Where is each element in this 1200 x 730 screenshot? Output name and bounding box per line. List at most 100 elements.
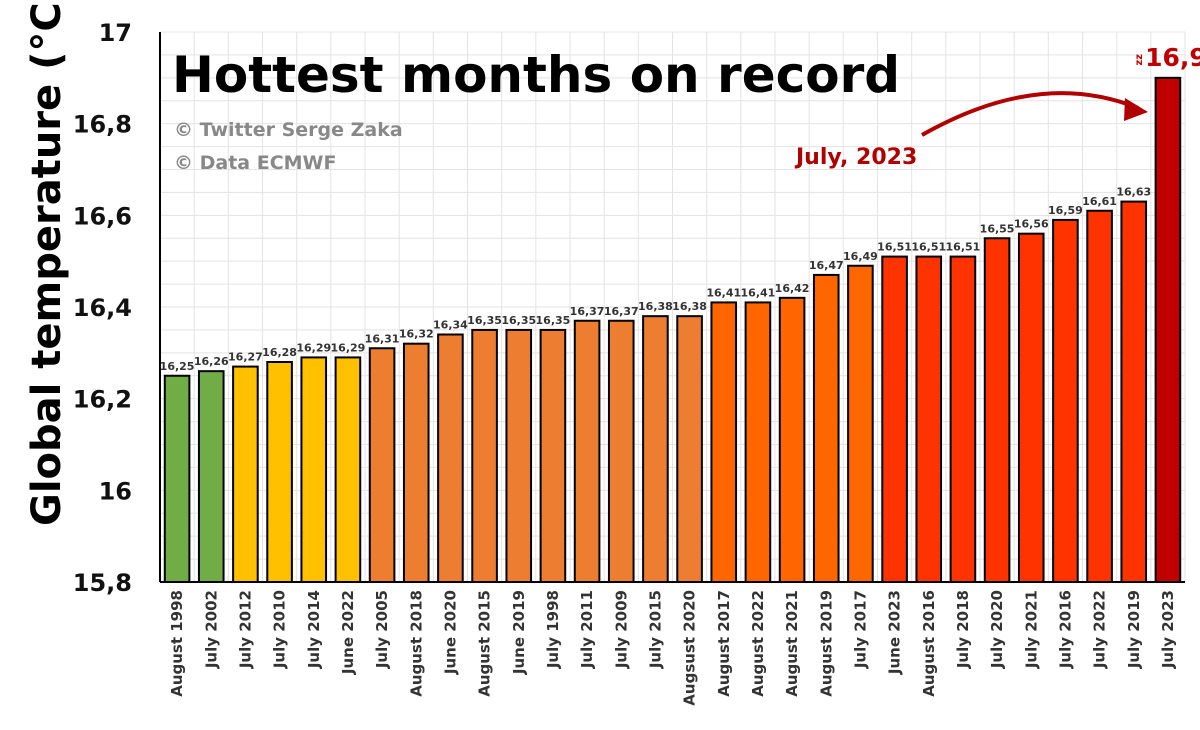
- x-tick-label: August 2022: [749, 590, 767, 697]
- credit-twitter: © Twitter Serge Zaka: [174, 119, 403, 141]
- bar: [1017, 232, 1045, 584]
- x-tick-label: August 2019: [817, 590, 835, 697]
- bars: [163, 76, 1182, 584]
- bar: [402, 342, 430, 583]
- x-tick-label: July 2020: [988, 590, 1006, 669]
- bar: [539, 328, 567, 583]
- data-label: 16,41: [741, 286, 776, 299]
- y-tick-label: 16,4: [73, 294, 132, 322]
- data-label: 16,63: [1116, 186, 1151, 199]
- data-label: 16,51: [911, 241, 946, 254]
- x-tick-label: July 2005: [373, 590, 391, 669]
- x-tick-label: July 1998: [544, 590, 562, 669]
- data-label: 16,31: [365, 332, 400, 345]
- bar: [1154, 76, 1182, 583]
- bar: [1052, 218, 1079, 584]
- data-label: 16,28: [262, 346, 297, 359]
- chart-title: Hottest months on record: [172, 46, 900, 104]
- y-tick-label: 17: [99, 19, 132, 47]
- data-label: 16,35: [501, 314, 536, 327]
- x-tick-label: July 2014: [305, 590, 323, 669]
- y-axis-label: Global temperature (°C): [24, 0, 70, 526]
- data-label: 16,51: [946, 241, 981, 254]
- x-tick-label: July 2019: [1125, 590, 1143, 669]
- data-label: 16,34: [433, 319, 468, 332]
- x-tick-label: July 2015: [646, 590, 664, 669]
- data-label: 16,47: [809, 259, 844, 272]
- data-label: 16,25: [160, 360, 195, 373]
- grid: [159, 31, 1186, 583]
- data-label: 16,37: [570, 305, 605, 318]
- data-label: 16,41: [706, 286, 741, 299]
- x-tick-label: July 2023: [1159, 590, 1177, 669]
- bar: [915, 255, 943, 583]
- x-tick-label: August 2021: [783, 590, 801, 697]
- data-label: 16,27: [228, 351, 263, 364]
- y-tick-label: 16,2: [73, 386, 132, 414]
- bar: [983, 237, 1011, 583]
- bar: [744, 301, 772, 583]
- data-label: 16,29: [296, 341, 331, 354]
- x-tick-label: July 2021: [1022, 590, 1040, 669]
- x-tick-label: June 2022: [339, 590, 357, 675]
- x-tick-label: August 2015: [476, 590, 494, 697]
- data-label: 16,38: [638, 300, 673, 313]
- bar: [334, 356, 362, 583]
- bar: [505, 328, 533, 583]
- data-label: 16,38: [672, 300, 707, 313]
- bar: [300, 356, 328, 583]
- x-tick-label: August 1998: [168, 590, 186, 697]
- bar: [710, 301, 738, 583]
- credit-data: © Data ECMWF: [174, 152, 337, 174]
- x-tick-label: July 2010: [271, 590, 289, 669]
- x-tick-label: July 2002: [202, 590, 220, 669]
- x-tick-label: July 2022: [1091, 590, 1109, 669]
- bar: [607, 319, 635, 583]
- data-label: 16,37: [604, 305, 639, 318]
- bar: [266, 361, 293, 583]
- y-tick-label: 16: [99, 477, 132, 505]
- data-label: 16,55: [980, 222, 1015, 235]
- bar: [368, 347, 396, 583]
- x-tick-labels: August 1998 July 2002 July 2012 July 2010 Ju…: [168, 590, 1177, 706]
- bar: [676, 315, 703, 583]
- x-tick-label: June 2020: [441, 590, 459, 675]
- y-tick-label: 15,8: [73, 569, 132, 597]
- bar: [573, 319, 601, 583]
- annotation-arrow: [921, 91, 1139, 137]
- data-label: 16,35: [536, 314, 571, 327]
- y-tick-label: 16,6: [73, 202, 132, 230]
- annotation-label: July, 2023: [794, 145, 917, 170]
- x-tick-label: July 2017: [851, 590, 869, 669]
- data-label: 16,42: [775, 282, 810, 295]
- bar: [197, 370, 225, 583]
- data-label: 16,35: [467, 314, 502, 327]
- bar: [642, 315, 669, 583]
- data-label: 16,61: [1082, 195, 1117, 208]
- x-tick-label: August 2016: [920, 590, 938, 697]
- data-label: 16,59: [1048, 204, 1083, 217]
- data-label: 16,49: [843, 250, 878, 263]
- data-label: 16,51: [877, 241, 912, 254]
- x-tick-label: July 2012: [236, 590, 254, 669]
- data-label: 16,26: [194, 355, 229, 368]
- data-label: 16,29: [331, 341, 366, 354]
- x-tick-label: June 2019: [510, 590, 528, 675]
- bar: [881, 255, 908, 583]
- bar: [471, 328, 498, 583]
- data-label-prefix: zz: [1134, 54, 1145, 66]
- x-tick-label: August 2018: [407, 590, 425, 697]
- x-tick-label: July 2011: [578, 590, 596, 669]
- x-tick-label: July 2018: [954, 590, 972, 669]
- data-label: 16,56: [1014, 218, 1049, 231]
- bar: [949, 255, 977, 583]
- annotation-arrowhead: [1124, 98, 1148, 121]
- data-label: 16,9: [1145, 43, 1200, 72]
- x-tick-label: August 2017: [715, 590, 733, 697]
- axes: [159, 32, 1185, 583]
- x-tick-label: Augsust 2020: [681, 590, 699, 706]
- x-tick-label: June 2023: [886, 590, 904, 675]
- bar: [847, 264, 874, 583]
- x-tick-label: July 2009: [612, 590, 630, 669]
